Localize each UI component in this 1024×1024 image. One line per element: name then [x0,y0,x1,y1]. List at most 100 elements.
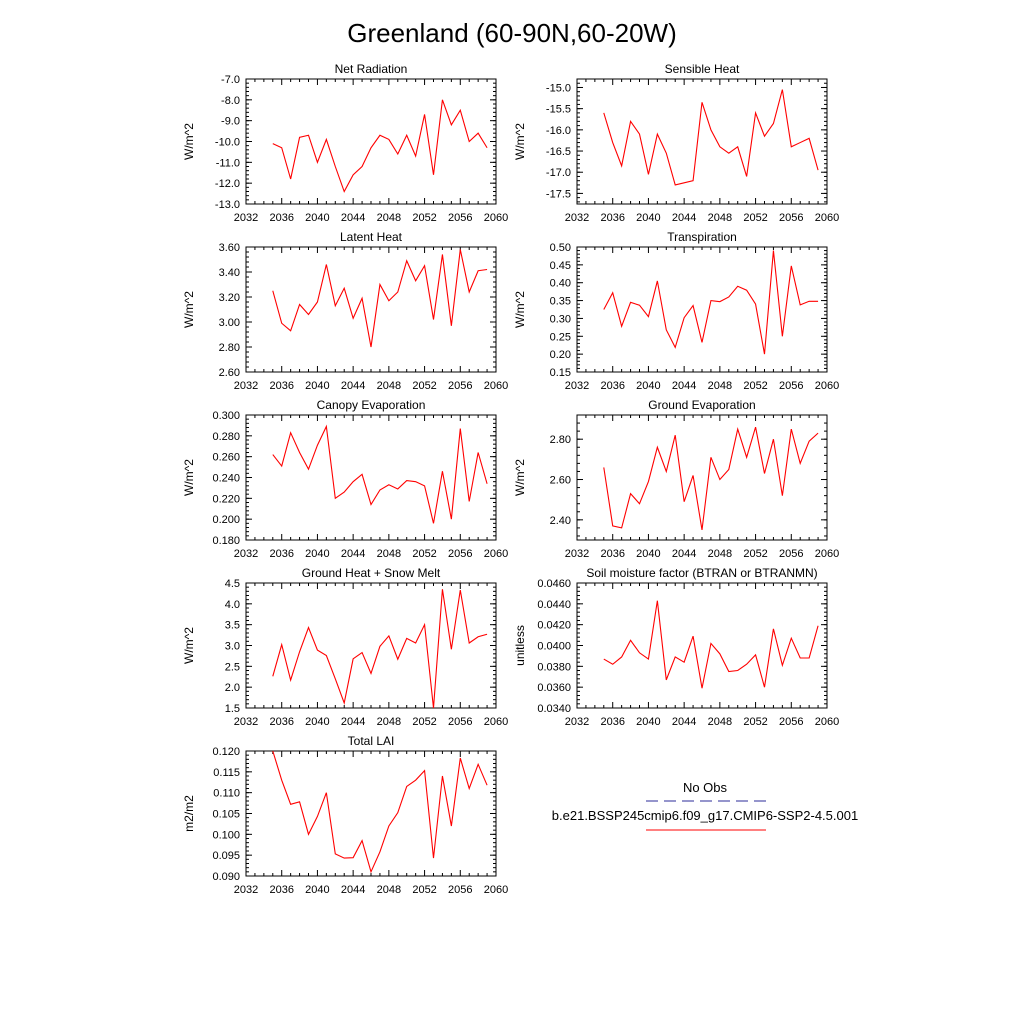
x-tick-label: 2032 [565,716,589,728]
y-tick-label: 0.105 [212,809,240,821]
x-tick-label: 2040 [636,212,660,224]
y-tick-label: -15.5 [546,104,571,116]
x-tick-label: 2040 [636,380,660,392]
x-tick-label: 2052 [743,212,767,224]
y-axis-label: W/m^2 [513,291,527,328]
legend-label-no-obs: No Obs [683,780,728,795]
panel-title: Soil moisture factor (BTRAN or BTRANMN) [586,566,817,580]
x-tick-label: 2048 [377,548,401,560]
y-tick-label: 2.80 [219,342,240,354]
panel-ground-heat-snow-melt: Ground Heat + Snow Melt W/m^2 2032 2036 2040… [182,566,508,728]
panel-title: Net Radiation [335,62,408,76]
y-tick-label: 0.40 [550,278,571,290]
x-tick-label: 2052 [412,212,436,224]
x-tick-label: 2052 [412,884,436,896]
y-tick-label: 0.100 [212,829,240,841]
x-tick-label: 2048 [708,548,732,560]
series-line-model-run [272,424,488,524]
x-tick-label: 2048 [377,716,401,728]
x-tick-label: 2044 [672,548,696,560]
x-tick-label: 2044 [341,548,365,560]
x-tick-label: 2032 [234,212,258,224]
x-tick-label: 2040 [636,716,660,728]
y-tick-label: 3.60 [219,242,240,254]
series-line-model-run [272,589,488,709]
y-tick-label: 0.0380 [537,661,571,673]
y-tick-label: 3.5 [225,620,240,632]
x-tick-label: 2060 [484,380,508,392]
y-tick-label: 0.0420 [537,620,571,632]
x-tick-label: 2060 [484,884,508,896]
x-tick-label: 2036 [269,884,293,896]
x-tick-label: 2036 [600,380,624,392]
y-tick-label: -8.0 [221,95,240,107]
y-tick-label: 0.260 [212,452,240,464]
y-tick-label: 0.15 [550,367,571,379]
x-tick-label: 2060 [815,716,839,728]
y-tick-label: 1.5 [225,703,240,715]
series-line-model-run [603,89,819,186]
y-tick-label: 0.180 [212,535,240,547]
y-tick-label: 0.200 [212,514,240,526]
y-tick-label: 0.300 [212,410,240,422]
x-tick-label: 2048 [708,212,732,224]
y-axis-label: W/m^2 [182,123,196,160]
y-tick-label: 3.00 [219,317,240,329]
x-tick-label: 2060 [815,212,839,224]
x-tick-label: 2056 [779,548,803,560]
x-tick-label: 2056 [779,380,803,392]
x-tick-label: 2060 [484,548,508,560]
y-tick-label: -15.0 [546,82,571,94]
panel-latent-heat: Latent Heat W/m^2 2032 2036 2040 2044 2048 2052… [182,230,508,392]
panel-transpiration: Transpiration W/m^2 2032 2036 2040 2044 2048 20… [513,230,839,392]
x-tick-label: 2044 [341,884,365,896]
y-tick-label: 2.80 [550,434,571,446]
panel-ground-evaporation: Ground Evaporation W/m^2 2032 2036 2040 2044 2… [513,398,839,560]
series-line-model-run [603,600,819,689]
x-tick-label: 2032 [234,380,258,392]
x-tick-label: 2036 [600,716,624,728]
panel-title: Total LAI [348,734,395,748]
x-tick-label: 2032 [565,212,589,224]
x-tick-label: 2036 [269,716,293,728]
x-tick-label: 2040 [636,548,660,560]
x-tick-label: 2056 [779,212,803,224]
y-tick-label: 0.45 [550,260,571,272]
y-tick-label: 0.095 [212,850,240,862]
y-tick-label: 0.115 [213,767,240,779]
y-axis-label: W/m^2 [182,459,196,496]
x-tick-label: 2052 [743,380,767,392]
y-tick-label: -9.0 [221,116,240,128]
y-tick-label: 2.40 [550,515,571,527]
x-tick-label: 2040 [305,716,329,728]
x-tick-label: 2036 [600,212,624,224]
panel-title: Transpiration [667,230,737,244]
series-line-model-run [272,249,488,348]
y-tick-label: 3.20 [219,292,240,304]
x-tick-label: 2056 [448,884,472,896]
x-tick-label: 2036 [269,380,293,392]
legend: No Obs b.e21.BSSP245cmip6.f09_g17.CMIP6-… [552,780,858,831]
y-tick-label: -12.0 [215,178,240,190]
x-tick-label: 2048 [708,380,732,392]
x-tick-label: 2040 [305,884,329,896]
panel-canopy-evaporation: Canopy Evaporation W/m^2 2032 2036 2040 2044 2… [182,398,508,560]
x-tick-label: 2040 [305,212,329,224]
x-tick-label: 2052 [743,548,767,560]
y-tick-label: 0.20 [550,349,571,361]
series-line-model-run [272,750,488,874]
x-tick-label: 2032 [565,380,589,392]
panel-net-radiation: Net Radiation W/m^2 2032 2036 2040 2044 2048 20… [182,62,508,224]
x-tick-label: 2056 [448,212,472,224]
y-tick-label: -11.0 [216,157,240,169]
y-axis-label: W/m^2 [513,123,527,160]
panel-sensible-heat: Sensible Heat W/m^2 2032 2036 2040 2044 2048 20… [513,62,839,224]
y-tick-label: -13.0 [215,199,240,211]
x-tick-label: 2048 [377,884,401,896]
y-tick-label: 3.0 [225,641,240,653]
x-tick-label: 2048 [377,380,401,392]
x-tick-label: 2044 [672,212,696,224]
x-tick-label: 2052 [412,716,436,728]
x-tick-label: 2036 [600,548,624,560]
